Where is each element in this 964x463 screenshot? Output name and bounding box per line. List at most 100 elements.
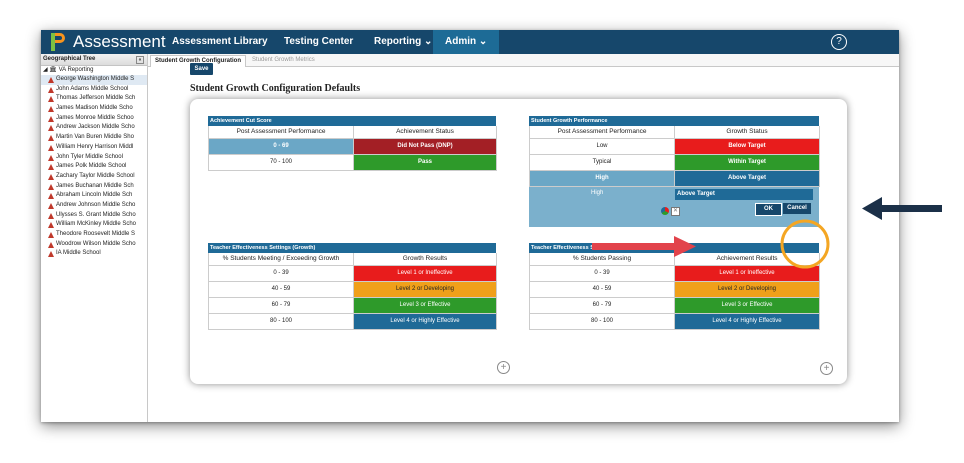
clear-color-icon[interactable]: ✕ [671,207,680,216]
tree-item-school[interactable]: Andrew Jackson Middle Scho [41,123,147,133]
tree-item-label: William McKinley Middle Scho [56,221,137,228]
tree-item-school[interactable]: James Madison Middle Scho [41,104,147,114]
tree-item-school[interactable]: William Henry Harrison Middl [41,143,147,153]
school-icon [48,232,54,238]
tree-root-va-reporting[interactable]: ◢ 🏛 VA Reporting [43,67,94,73]
result-cell[interactable]: Level 3 or Effective [354,298,497,314]
nav-reporting[interactable]: Reporting ⌄ [374,36,433,47]
tree-header: Geographical Tree « [41,54,147,66]
tree-item-school[interactable]: Theodore Roosevelt Middle S [41,230,147,240]
tree-item-school[interactable]: Woodrow Wilson Middle Scho [41,240,147,250]
teacher-effectiveness-growth-card: Teacher Effectiveness Settings (Growth) … [208,243,497,330]
tree-item-school[interactable]: James Monroe Middle Schoo [41,114,147,124]
school-icon [48,173,54,180]
edit-row: High Above Target ✕ OK Cancel [529,187,819,227]
status-cell[interactable]: Pass [354,155,497,171]
status-select[interactable]: Above Target [675,189,813,200]
range-cell[interactable]: 70 - 100 [209,155,354,171]
tree-item-school[interactable]: John Adams Middle School [41,85,147,95]
tree-item-school[interactable]: Abraham Lincoln Middle Sch [41,191,147,201]
tree-item-label: Martin Van Buren Middle Sho [56,134,134,141]
result-cell[interactable]: Level 1 or Ineffective [675,266,820,282]
range-cell[interactable]: 60 - 79 [530,298,675,314]
tree-item-school[interactable]: John Tyler Middle School [41,153,147,163]
add-row-icon[interactable]: + [497,361,510,374]
achievement-cut-score-card: Achievement Cut Score Post Assessment Pe… [208,116,497,171]
geographical-tree-panel: Geographical Tree « ◢ 🏛 VA Reporting Geo… [41,54,148,422]
tree-item-school[interactable]: James Buchanan Middle Sch [41,182,147,192]
column-header: % Students Passing [530,253,675,266]
result-cell[interactable]: Level 4 or Highly Effective [675,314,820,330]
range-cell[interactable]: 80 - 100 [209,314,354,330]
range-cell[interactable]: 40 - 59 [530,282,675,298]
nav-admin[interactable]: Admin ⌄ [433,30,500,54]
level-cell-selected[interactable]: High [530,171,675,187]
app-logo-icon [51,33,65,51]
column-header: Growth Status [675,126,820,139]
school-icon [48,193,54,200]
range-cell[interactable]: 60 - 79 [209,298,354,314]
page-title: Student Growth Configuration Defaults [190,83,361,94]
tab-student-growth-metrics[interactable]: Student Growth Metrics [252,57,315,63]
add-row-icon[interactable]: + [820,362,833,375]
school-icon [48,144,54,151]
teacher-effectiveness-achievement-card: Teacher Effectiveness Settings (Achievem… [529,243,820,330]
tree-item-school[interactable]: George Washington Middle S [41,75,147,85]
tree-item-label: Theodore Roosevelt Middle S [56,231,136,237]
level-cell[interactable]: Typical [530,155,675,171]
tree-item-label: Abraham Lincoln Middle Sch [56,192,133,199]
school-icon [48,202,54,209]
help-icon[interactable]: ? [831,34,847,50]
tree-item-school[interactable]: Ulysses S. Grant Middle Scho [41,211,147,221]
tab-strip: Student Growth Configuration Student Gro… [148,54,899,67]
range-cell[interactable]: 40 - 59 [209,282,354,298]
card-title: Achievement Cut Score [208,116,496,126]
result-cell[interactable]: Level 3 or Effective [675,298,820,314]
result-cell[interactable]: Level 2 or Developing [675,282,820,298]
cancel-button[interactable]: Cancel [783,203,811,214]
range-cell[interactable]: 80 - 100 [530,314,675,330]
color-picker-icon[interactable] [661,207,669,215]
tree-item-label: James Buchanan Middle Sch [56,182,134,189]
tree-item-school[interactable]: William McKinley Middle Scho [41,220,147,230]
status-cell-selected[interactable]: Above Target [675,171,820,187]
range-cell[interactable]: 0 - 39 [530,266,675,282]
card-title: Teacher Effectiveness Settings (Achievem… [529,243,819,253]
tree-item-school[interactable]: Andrew Johnson Middle Scho [41,201,147,211]
tree-item-school[interactable]: James Polk Middle School [41,162,147,172]
school-icon [48,251,54,258]
school-icon [48,115,54,122]
tree-item-label: George Washington Middle S [56,76,135,82]
tree-item-label: Woodrow Wilson Middle Scho [56,240,136,247]
tree-item-label: William Henry Harrison Middl [56,143,134,150]
tab-student-growth-configuration[interactable]: Student Growth Configuration [150,55,246,67]
tree-item-label: Andrew Jackson Middle Scho [56,124,135,131]
range-cell[interactable]: 0 - 39 [209,266,354,282]
level-cell[interactable]: Low [530,139,675,155]
tree-item-school[interactable]: Martin Van Buren Middle Sho [41,133,147,143]
card-title: Teacher Effectiveness Settings (Growth) [208,243,496,253]
range-cell[interactable]: 0 - 69 [209,139,354,155]
tree-item-school[interactable]: IA Middle School [41,249,147,259]
nav-assessment-library[interactable]: Assessment Library [172,36,268,47]
result-cell[interactable]: Level 1 or Ineffective [354,266,497,282]
save-button[interactable]: Save [190,63,213,75]
status-cell[interactable]: Below Target [675,139,820,155]
tree-item-school[interactable]: Thomas Jefferson Middle Sch [41,94,147,104]
nav-testing-center[interactable]: Testing Center [284,36,354,47]
app-title[interactable]: Assessment [73,32,166,51]
tree-item-label: Thomas Jefferson Middle Sch [56,95,136,102]
tree-item-label: James Polk Middle School [56,163,127,170]
result-cell[interactable]: Level 4 or Highly Effective [354,314,497,330]
ok-button[interactable]: OK [755,203,782,216]
tree-item-school[interactable]: Zachary Taylor Middle School [41,172,147,182]
tree-item-label: Andrew Johnson Middle Scho [56,201,136,208]
status-cell[interactable]: Did Not Pass (DNP) [354,139,497,155]
edit-level-label: High [591,190,604,196]
tree-item-label: James Madison Middle Scho [56,105,133,112]
result-cell[interactable]: Level 2 or Developing [354,282,497,298]
status-cell[interactable]: Within Target [675,155,820,171]
school-icon [48,106,54,113]
collapse-icon[interactable]: « [136,56,144,64]
tree-item-label: Ulysses S. Grant Middle Scho [56,211,136,218]
